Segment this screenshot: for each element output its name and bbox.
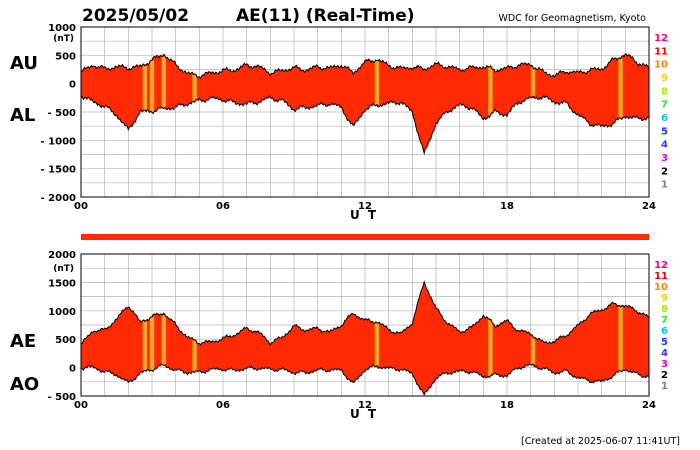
bottom-plot-frame xyxy=(80,253,650,397)
highlight-band xyxy=(161,54,167,109)
level-legend-label: 3 xyxy=(661,359,668,370)
ae-label: AE xyxy=(10,331,36,352)
highlight-band xyxy=(618,58,623,119)
highlight-band xyxy=(192,73,197,103)
level-legend-label: 8 xyxy=(661,86,668,97)
y-tick-label: 1000 xyxy=(48,307,76,318)
x-tick-label: 00 xyxy=(74,400,88,411)
created-timestamp: [Created at 2025-06-07 11:41UT] xyxy=(521,436,680,447)
level-legend-label: 12 xyxy=(654,260,668,271)
level-legend-label: 1 xyxy=(661,381,668,392)
highlight-band xyxy=(488,65,493,116)
series-line-al xyxy=(80,94,650,156)
level-legend-label: 4 xyxy=(661,140,668,151)
level-legend-label: 12 xyxy=(654,33,668,44)
plot-date: 2025/05/02 xyxy=(82,6,189,26)
top-xaxis-label: U T xyxy=(350,208,378,222)
y-tick-label: - 1000 xyxy=(41,136,77,147)
level-legend-label: 7 xyxy=(661,315,668,326)
plot-title: AE(11) (Real-Time) xyxy=(236,6,415,26)
y-tick-label: 500 xyxy=(55,335,76,346)
y-tick-label: 500 xyxy=(55,51,76,62)
level-legend-label: 11 xyxy=(654,46,668,57)
y-tick-label: 0 xyxy=(69,364,76,375)
x-tick-label: 12 xyxy=(358,201,372,212)
highlight-band xyxy=(530,336,536,365)
level-legend-label: 8 xyxy=(661,304,668,315)
au-label: AU xyxy=(10,53,38,74)
y-tick-label: 0 xyxy=(69,80,76,91)
level-legend-label: 9 xyxy=(661,293,668,304)
x-tick-label: 18 xyxy=(500,400,514,411)
highlight-band xyxy=(192,339,197,373)
highlight-band xyxy=(530,67,536,97)
highlight-band xyxy=(149,60,155,113)
highlight-band xyxy=(488,319,493,377)
level-legend-label: 5 xyxy=(661,337,668,348)
level-legend-label: 1 xyxy=(661,180,668,191)
bottom-unit-label: (nT) xyxy=(53,264,74,274)
level-legend-label: 3 xyxy=(661,153,668,164)
x-tick-label: 24 xyxy=(642,201,656,212)
level-legend-label: 2 xyxy=(661,370,668,381)
activity-strip xyxy=(81,234,649,240)
al-label: AL xyxy=(10,105,35,126)
series-line-ae xyxy=(80,279,650,347)
level-legend-label: 4 xyxy=(661,348,668,359)
x-tick-label: 24 xyxy=(642,400,656,411)
bottom-xaxis-label: U T xyxy=(350,407,378,421)
y-tick-label: - 500 xyxy=(47,108,76,119)
level-legend-label: 10 xyxy=(654,282,668,293)
x-tick-label: 18 xyxy=(500,201,514,212)
top-unit-label: (nT) xyxy=(53,34,74,44)
level-legend-label: 6 xyxy=(661,113,668,124)
highlight-band xyxy=(618,306,623,372)
y-tick-label: 2000 xyxy=(48,250,76,261)
highlight-band xyxy=(374,322,380,366)
y-tick-label: - 2000 xyxy=(41,193,77,204)
series-line-au xyxy=(80,53,650,80)
highlight-band xyxy=(142,65,148,111)
series-line-ao xyxy=(80,362,650,396)
level-legend-label: 9 xyxy=(661,73,668,84)
series-area xyxy=(81,281,649,395)
credit-label: WDC for Geomagnetism, Kyoto xyxy=(498,13,646,24)
y-tick-label: - 1500 xyxy=(41,165,77,176)
level-legend-label: 10 xyxy=(654,60,668,71)
top-plot-frame xyxy=(80,26,650,198)
y-tick-label: 1500 xyxy=(48,278,76,289)
highlight-band xyxy=(161,313,167,366)
x-tick-label: 06 xyxy=(216,400,230,411)
level-legend-label: 6 xyxy=(661,326,668,337)
highlight-band xyxy=(149,316,155,371)
highlight-band xyxy=(142,321,148,371)
series-area xyxy=(81,53,649,154)
x-tick-label: 06 xyxy=(216,201,230,212)
y-tick-label: - 500 xyxy=(47,392,76,403)
level-legend-label: 7 xyxy=(661,100,668,111)
x-tick-label: 12 xyxy=(358,400,372,411)
level-legend-label: 2 xyxy=(661,166,668,177)
y-tick-label: 1000 xyxy=(48,23,76,34)
highlight-band xyxy=(374,60,380,105)
ao-label: AO xyxy=(10,374,39,395)
x-tick-label: 00 xyxy=(74,201,88,212)
level-legend-label: 5 xyxy=(661,126,668,137)
level-legend-label: 11 xyxy=(654,271,668,282)
